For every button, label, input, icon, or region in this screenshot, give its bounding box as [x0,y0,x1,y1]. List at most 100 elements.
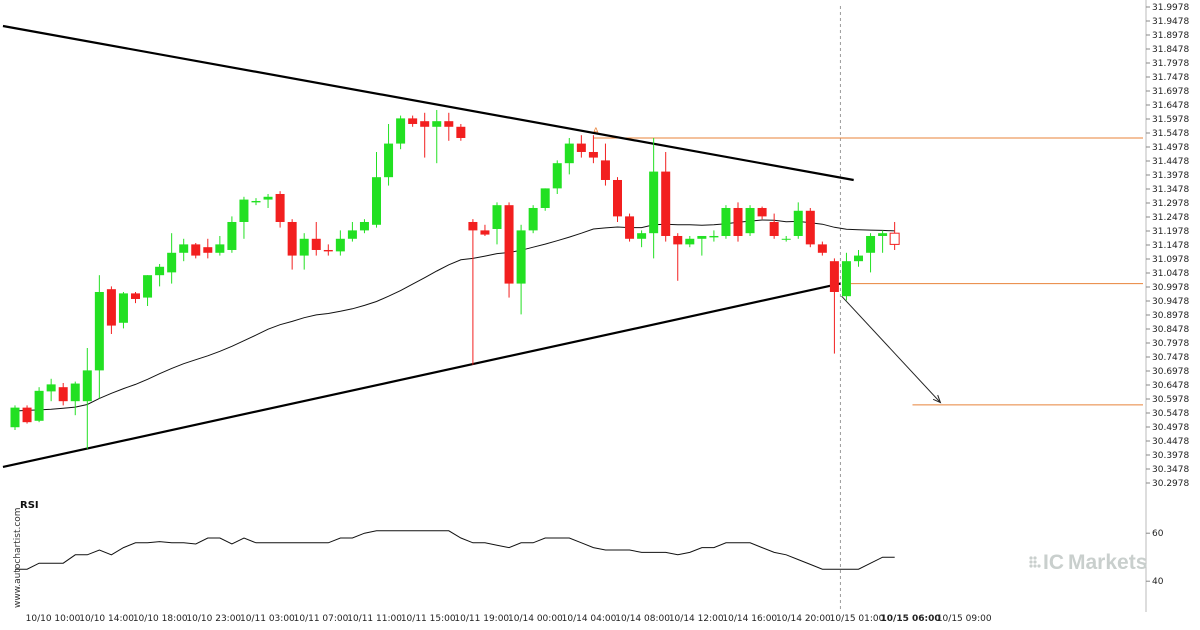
brand-prefix: IC [1043,551,1064,574]
candle-body [781,238,791,240]
candle-body [287,221,297,256]
triangle-trendlines [2,24,942,469]
candle-body [408,118,418,124]
candle [829,258,839,354]
price-tick-label: 30.5478 [1152,409,1189,419]
candle-body [82,370,92,402]
price-tick-label: 30.6478 [1152,381,1189,391]
time-tick-label: 10/14 00:00 [508,614,563,624]
candle [504,202,514,298]
brand-logo: IC Markets [1029,551,1147,574]
candle [227,216,237,253]
candle-body [384,143,394,178]
candle-body [805,210,815,245]
rsi-line [15,530,895,570]
moving-average [14,219,895,412]
candle-body [878,233,888,236]
candle [480,224,490,236]
candle-body [528,207,538,231]
pattern-marker-label: A [593,127,600,137]
forecast-arrow-head [932,394,942,404]
price-tick-label: 31.6478 [1152,101,1189,111]
candle [540,188,550,211]
candle [468,219,478,365]
candle [673,233,683,281]
candle-body [251,200,261,203]
candle-body [34,390,44,421]
candle-body [709,235,719,238]
candle-body [733,207,743,236]
candle-body [444,121,454,127]
price-tick-label: 31.2478 [1152,213,1189,223]
candle-body [46,384,56,392]
candle-body [600,160,610,180]
price-tick-label: 31.5478 [1152,129,1189,139]
candle-body [576,143,586,152]
price-tick-label: 31.8978 [1152,31,1189,41]
candle [769,213,779,239]
candle [588,135,598,164]
candle [805,207,815,248]
time-tick-label: 10/11 11:00 [347,614,402,624]
candle [709,230,719,242]
candle [384,123,394,186]
price-tick-label: 30.4978 [1152,423,1189,433]
price-tick-label: 31.3478 [1152,185,1189,195]
price-tick-label: 31.5978 [1152,115,1189,125]
candle [733,202,743,242]
level-lines: A [593,6,1143,612]
candle-body [58,387,68,402]
price-tick-label: 31.4478 [1152,157,1189,167]
candle-body [22,407,32,423]
price-tick-label: 31.1478 [1152,241,1189,251]
candle-body [492,205,502,229]
candle-body [167,252,177,273]
candle [444,112,454,141]
upper-trendline [2,24,854,182]
candle [396,115,406,150]
rsi-panel: RSI 60 40 [15,500,1164,612]
time-tick-label: 10/15 06:00 [881,614,941,624]
candle-body [889,232,900,245]
brand-dots-icon [1029,556,1041,568]
candle-body [649,171,659,234]
price-tick-label: 30.9978 [1152,283,1189,293]
candle [94,275,104,399]
price-tick-label: 30.7478 [1152,353,1189,363]
time-tick-label: 10/15 01:00 [830,614,885,624]
candle [191,242,201,259]
candle [215,235,225,256]
lower-trendline [2,282,841,469]
candle-body [239,199,249,222]
candle-body [516,230,526,284]
forecast-arrow [841,295,941,403]
candle-body [625,216,635,239]
candle [287,219,297,270]
candle [251,198,261,206]
candle-body [829,261,839,292]
candle [793,202,803,239]
candle [347,221,357,242]
candle [323,244,333,256]
price-tick-label: 30.7978 [1152,339,1189,349]
candle [263,193,273,208]
candle [878,230,888,253]
price-tick-label: 31.9978 [1152,3,1189,13]
price-tick-label: 31.6978 [1152,87,1189,97]
candle [335,230,345,256]
candle-body [420,121,430,127]
candle-body [480,230,490,235]
candle-body [721,207,731,236]
candle [745,205,755,236]
candle-body [866,235,876,253]
candle [721,205,731,239]
price-tick-label: 31.8478 [1152,45,1189,55]
candle [131,291,140,304]
candle [516,224,526,315]
candle [889,221,900,250]
brand-suffix: Markets [1068,551,1147,574]
candle-body [347,230,357,239]
time-tick-label: 10/10 23:00 [186,614,241,624]
time-tick-label: 10/15 09:00 [937,614,992,624]
